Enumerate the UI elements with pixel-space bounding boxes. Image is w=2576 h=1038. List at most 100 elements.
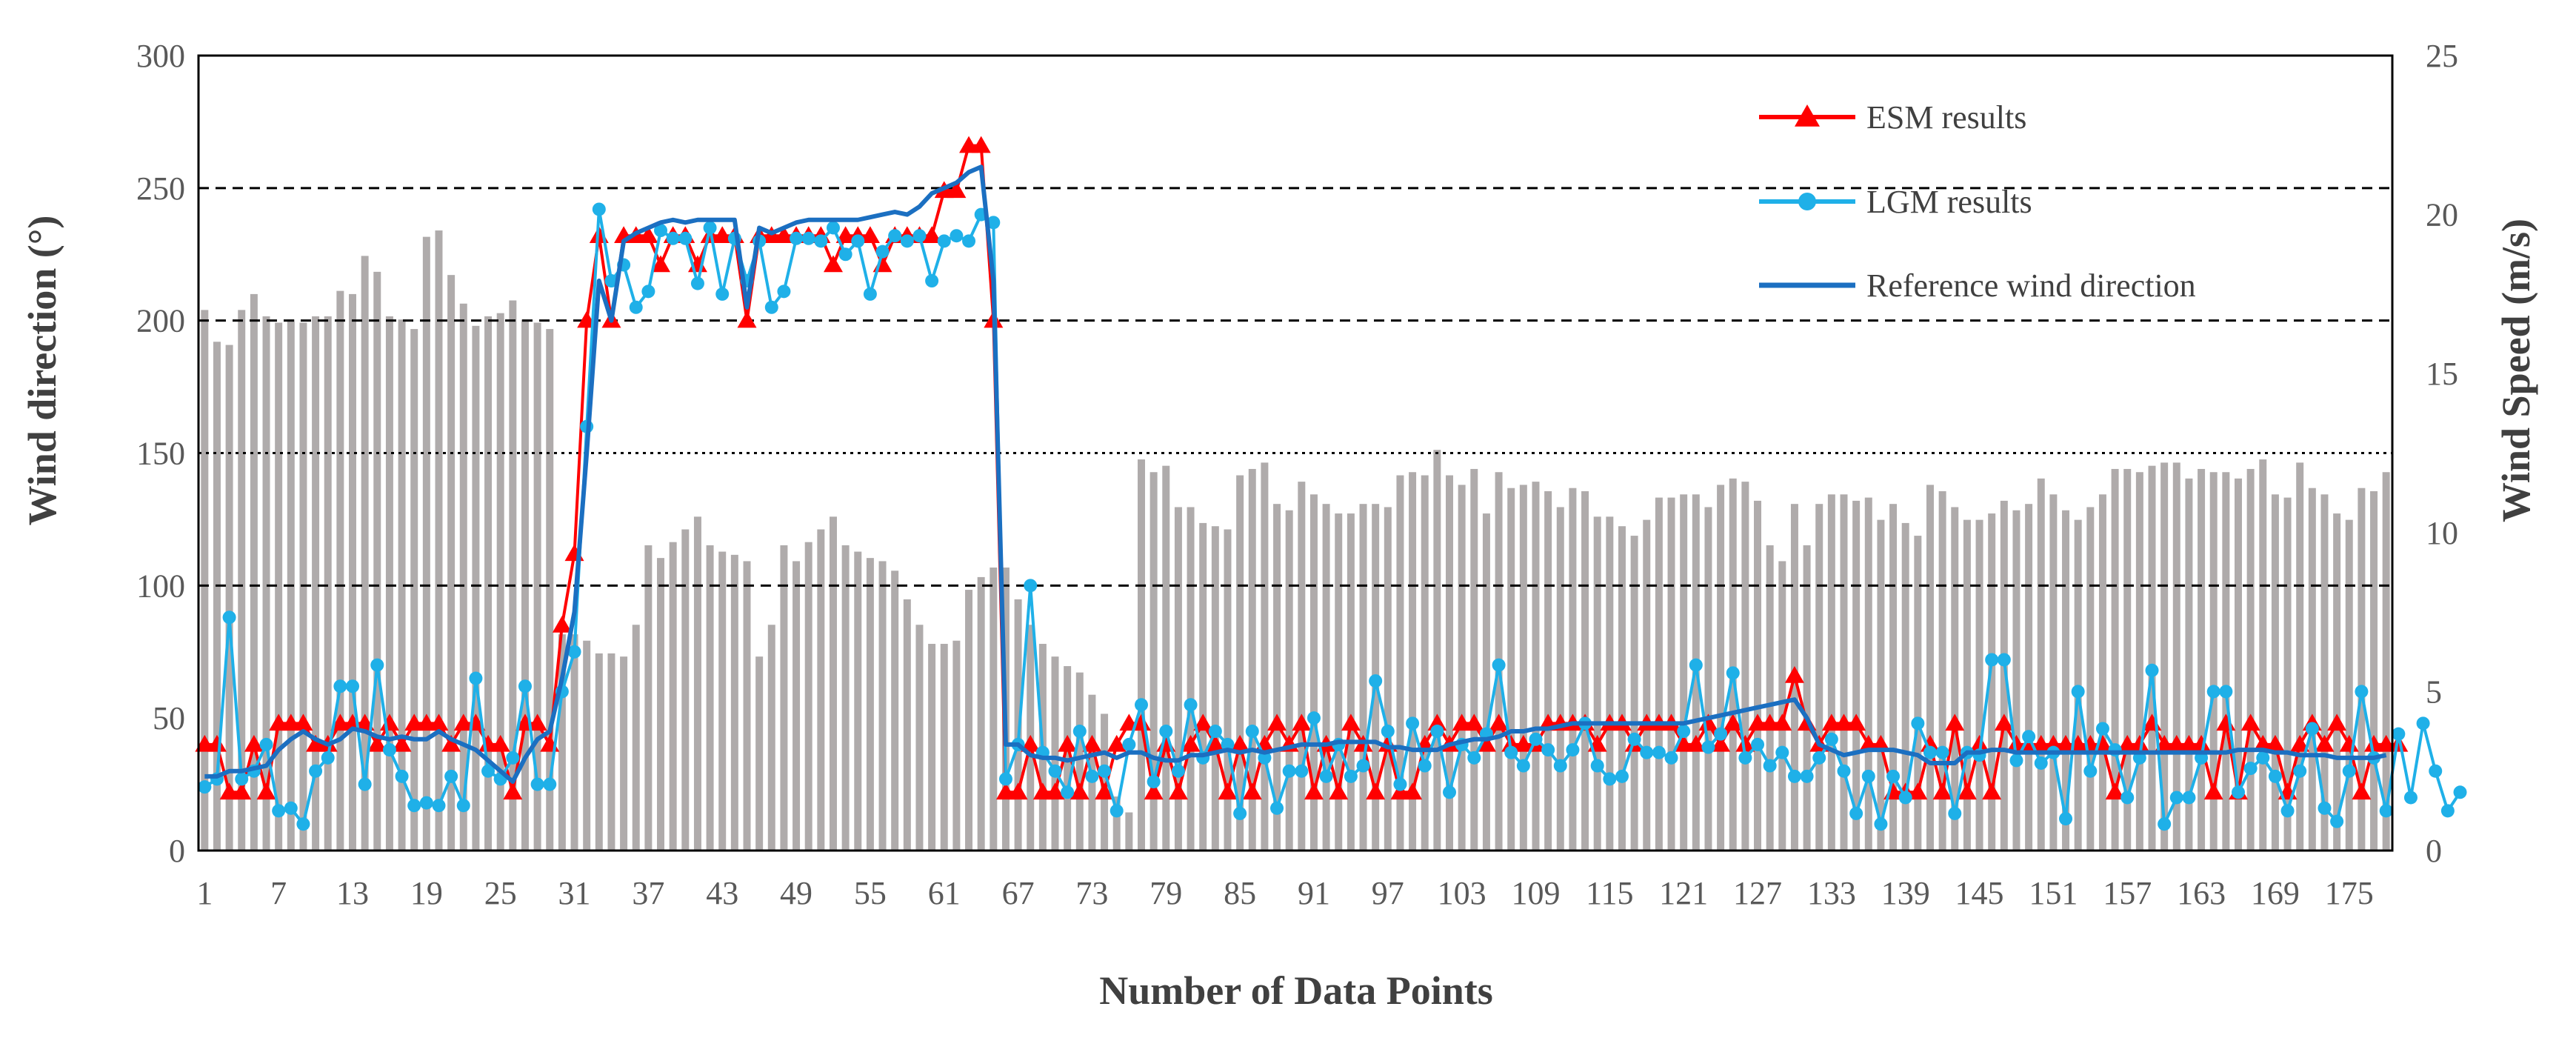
esm-point <box>1945 713 1965 731</box>
lgm-point <box>1171 764 1185 778</box>
wind-speed-bar <box>743 561 751 851</box>
esm-point <box>416 713 436 731</box>
esm-point <box>2006 734 2026 752</box>
wind-speed-bar <box>681 529 690 851</box>
esm-point <box>2056 734 2076 752</box>
esm-point <box>219 782 239 800</box>
wind-speed-bar <box>1729 478 1737 851</box>
esm-point <box>1267 713 1287 731</box>
wind-speed-bar <box>718 551 727 851</box>
lgm-point <box>235 772 249 786</box>
esm-point <box>1711 734 1731 752</box>
wind-speed-bar <box>1298 482 1306 851</box>
x-tick-label: 43 <box>706 875 738 911</box>
lgm-point <box>1738 751 1752 765</box>
lgm-point <box>1208 725 1222 739</box>
x-axis-ticks: 1 7 13 19 25 31 37 43 49 55 61 67 73 79 85 91 97 103 109 11… <box>196 875 2373 911</box>
wind-speed-bar <box>706 545 714 851</box>
lgm-point <box>1824 732 1838 746</box>
esm-point <box>737 310 757 328</box>
wind-speed-bar <box>804 542 812 851</box>
lgm-point <box>1911 716 1925 731</box>
lgm-point <box>2440 804 2455 818</box>
wind-speed-bar <box>1569 488 1577 851</box>
x-tick-label: 133 <box>1807 875 1856 911</box>
esm-point <box>1341 713 1361 731</box>
lgm-point <box>2158 817 2172 831</box>
esm-point <box>1858 734 1878 752</box>
esm-point <box>293 713 313 731</box>
lgm-point <box>1553 759 1567 773</box>
wind-speed-bar <box>213 342 221 851</box>
lgm-point <box>444 769 458 783</box>
x-tick-label: 79 <box>1149 875 1182 911</box>
wind-speed-bar <box>878 561 887 851</box>
esm-point <box>1366 782 1386 800</box>
lgm-point <box>2392 727 2406 741</box>
x-tick-label: 7 <box>270 875 287 911</box>
legend: ESM results LGM results Reference wind dir… <box>1759 99 2196 304</box>
y-right-tick-label: 25 <box>2426 38 2458 74</box>
wind-speed-bar <box>1630 536 1638 851</box>
lgm-point <box>1344 769 1358 783</box>
wind-speed-bar <box>1519 485 1527 851</box>
wind-speed-bar <box>1544 491 1552 851</box>
lgm-point <box>481 764 495 778</box>
wind-speed-bar <box>1827 494 1835 851</box>
lgm-point <box>666 231 680 245</box>
wind-speed-bar <box>1643 519 1651 851</box>
esm-point <box>1982 782 2002 800</box>
lgm-point <box>1024 579 1038 593</box>
lgm-point <box>432 799 446 813</box>
lgm-point <box>1689 658 1703 672</box>
esm-point <box>1489 713 1509 731</box>
wind-speed-bar <box>607 653 615 851</box>
y-left-tick-label: 100 <box>136 568 185 604</box>
wind-speed-bar <box>2160 462 2169 851</box>
lgm-point <box>2453 785 2467 799</box>
esm-point <box>1058 734 1078 752</box>
y-left-tick-label: 150 <box>136 436 185 472</box>
x-tick-label: 19 <box>410 875 443 911</box>
lgm-point <box>1677 725 1691 739</box>
lgm-point <box>2342 764 2356 778</box>
lgm-point <box>2305 722 2319 736</box>
lgm-point <box>592 202 606 216</box>
wind-speed-bar <box>1396 475 1404 851</box>
lgm-point <box>1714 727 1728 741</box>
lgm-point <box>395 769 409 783</box>
esm-point <box>441 734 461 752</box>
esm-point <box>281 713 301 731</box>
wind-speed-bar <box>990 568 998 851</box>
wind-speed-bar <box>1951 507 1959 851</box>
lgm-point <box>2243 762 2258 776</box>
lgm-point <box>1898 791 1912 805</box>
lgm-point <box>1627 732 1641 746</box>
esm-point <box>404 713 424 731</box>
lgm-point <box>1110 804 1124 818</box>
x-tick-label: 97 <box>1372 875 1404 911</box>
lgm-point <box>2034 756 2048 770</box>
wind-speed-bar <box>767 625 775 851</box>
esm-point <box>1748 713 1768 731</box>
wind-speed-bar <box>595 653 603 851</box>
wind-speed-bar <box>1051 656 1059 851</box>
esm-point <box>2166 734 2186 752</box>
lgm-point <box>1134 698 1148 712</box>
esm-point <box>1242 782 1262 800</box>
wind-speed-bar <box>2358 488 2366 851</box>
wind-speed-bar <box>496 313 504 851</box>
wind-speed-bar <box>866 558 874 851</box>
wind-speed-bar <box>1864 497 1872 851</box>
wind-speed-bar <box>755 656 764 851</box>
wind-speed-bar <box>841 545 850 851</box>
y-left-tick-label: 200 <box>136 303 185 339</box>
wind-speed-bar <box>1593 516 1601 851</box>
lgm-point <box>925 274 939 288</box>
esm-point <box>860 226 880 243</box>
wind-speed-bar <box>2086 507 2095 851</box>
lgm-point <box>456 799 470 813</box>
wind-speed-bar <box>977 576 985 851</box>
wind-speed-bar <box>829 516 837 851</box>
lgm-point <box>641 285 655 299</box>
